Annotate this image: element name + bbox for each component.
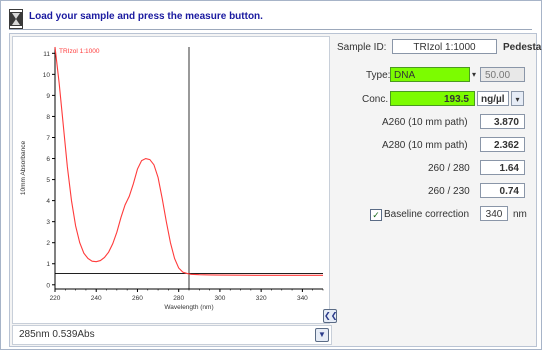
x-tick-label: 240 bbox=[91, 295, 102, 302]
spectrum-chart-svg[interactable]: 0 1 2 3 4 5 6 7 8 9 10 11 220 240 260 280 300 320 340 Wavel… bbox=[13, 37, 329, 323]
expand-button[interactable]: ▼ bbox=[315, 328, 329, 342]
header-divider bbox=[9, 29, 532, 30]
x-tick-label: 300 bbox=[214, 295, 225, 302]
sample-id-label: Sample ID: bbox=[337, 42, 387, 53]
type-label: Type: bbox=[366, 70, 391, 81]
baseline-nm-field[interactable]: 340 bbox=[480, 206, 508, 221]
instruction-text: Load your sample and press the measure b… bbox=[29, 11, 263, 22]
y-tick-label: 1 bbox=[46, 261, 50, 268]
y-axis-label: 10mm Absorbance bbox=[20, 141, 27, 196]
checkmark-icon: ✓ bbox=[372, 210, 380, 220]
y-tick-label: 4 bbox=[46, 198, 50, 205]
y-tick-label: 10 bbox=[43, 72, 51, 79]
a280-value: 2.362 bbox=[480, 137, 525, 152]
hourglass-icon bbox=[9, 9, 23, 29]
ratio-260-280-label: 260 / 280 bbox=[428, 163, 470, 174]
type-factor-field: 50.00 bbox=[480, 67, 525, 82]
y-tick-label: 3 bbox=[46, 219, 50, 226]
series-line bbox=[54, 46, 323, 276]
x-axis-label: Wavelength (nm) bbox=[164, 304, 213, 311]
status-bar: 285nm 0.539Abs ▼ bbox=[12, 325, 332, 345]
baseline-unit: nm bbox=[513, 209, 527, 220]
a260-label: A260 (10 mm path) bbox=[382, 117, 468, 128]
y-tick-label: 7 bbox=[46, 135, 50, 142]
pedestal-label: Pedestal bbox=[503, 42, 542, 53]
conc-value: 193.5 bbox=[390, 91, 475, 106]
y-tick-label: 5 bbox=[46, 177, 50, 184]
y-tick-label: 0 bbox=[46, 282, 50, 289]
legend-series-name: TRIzol 1:1000 bbox=[59, 48, 100, 55]
ratio-260-280-value: 1.64 bbox=[480, 160, 525, 175]
y-tick-label: 9 bbox=[46, 93, 50, 100]
y-tick-label: 11 bbox=[43, 51, 50, 58]
conc-label: Conc. bbox=[362, 94, 389, 105]
x-tick-label: 320 bbox=[256, 295, 267, 302]
cursor-readout: 285nm 0.539Abs bbox=[19, 329, 95, 340]
type-value: DNA bbox=[394, 70, 416, 81]
ratio-260-230-label: 260 / 230 bbox=[428, 186, 470, 197]
conc-unit-value: ng/µl bbox=[481, 94, 505, 105]
zoom-out-button[interactable]: ❮❮ bbox=[323, 309, 337, 323]
y-tick-label: 8 bbox=[46, 114, 50, 121]
baseline-checkbox[interactable]: ✓ bbox=[370, 209, 382, 221]
main-panel: 0 1 2 3 4 5 6 7 8 9 10 11 220 240 260 280 300 320 340 Wavel… bbox=[9, 33, 542, 347]
conc-unit-dropdown-arrow-icon[interactable]: ▾ bbox=[511, 91, 524, 106]
y-tick-label: 6 bbox=[46, 156, 50, 163]
double-chevron-left-icon: ❮❮ bbox=[324, 311, 338, 320]
header-bar: Load your sample and press the measure b… bbox=[9, 9, 532, 31]
sample-id-field[interactable]: TRIzol 1:1000 bbox=[392, 39, 497, 54]
a260-value: 3.870 bbox=[480, 114, 525, 129]
conc-unit-select[interactable]: ng/µl bbox=[477, 91, 509, 106]
type-dropdown-arrow-icon[interactable]: ▾ bbox=[471, 70, 476, 79]
baseline-label: Baseline correction bbox=[384, 209, 470, 220]
spectrum-chart[interactable]: 0 1 2 3 4 5 6 7 8 9 10 11 220 240 260 280 300 320 340 Wavel… bbox=[12, 36, 337, 324]
a280-label: A280 (10 mm path) bbox=[382, 140, 468, 151]
x-tick-label: 220 bbox=[50, 295, 61, 302]
y-tick-label: 2 bbox=[46, 240, 50, 247]
x-tick-label: 340 bbox=[297, 295, 308, 302]
type-select[interactable]: DNA bbox=[390, 67, 470, 82]
x-tick-label: 260 bbox=[132, 295, 143, 302]
x-tick-label: 280 bbox=[173, 295, 184, 302]
double-chevron-down-icon: ▼ bbox=[318, 330, 326, 339]
ratio-260-230-value: 0.74 bbox=[480, 183, 525, 198]
